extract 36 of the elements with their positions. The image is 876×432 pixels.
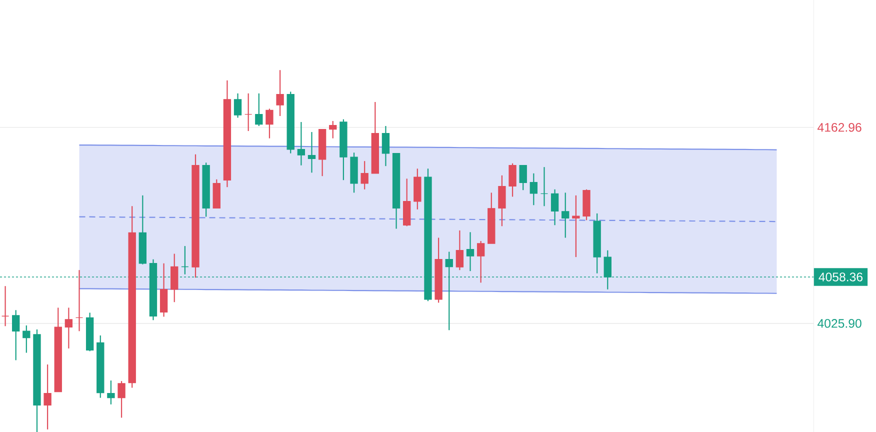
candlestick <box>75 270 84 332</box>
candlestick <box>476 240 485 284</box>
candlestick <box>297 121 306 166</box>
candlestick <box>244 92 252 132</box>
candlestick <box>466 232 474 272</box>
y-tick-label: 4025.90 <box>818 319 862 328</box>
candlestick <box>498 174 506 227</box>
candlestick <box>118 380 126 418</box>
candlestick <box>540 166 548 207</box>
candlestick <box>107 380 115 405</box>
candlestick <box>519 164 527 191</box>
candlestick <box>22 324 30 354</box>
candlestick <box>266 108 274 139</box>
candlestick <box>572 194 580 258</box>
candlestick <box>1 286 10 327</box>
candlestick <box>550 188 559 226</box>
candlestick <box>456 230 464 271</box>
y-tick-label: 4162.96 <box>818 122 862 132</box>
candlestick <box>508 162 516 198</box>
candlestick <box>160 262 168 318</box>
ref-line-label: 4058.36 <box>818 272 863 282</box>
candlestick <box>255 92 263 127</box>
candlestick <box>403 178 411 227</box>
candlestick <box>12 310 20 361</box>
candlestick <box>308 131 316 174</box>
candlestick <box>64 307 73 350</box>
candlestick <box>562 192 570 238</box>
candlestick <box>276 70 284 117</box>
candlestick <box>360 160 368 190</box>
candlestick <box>382 125 390 167</box>
candlestick <box>234 92 242 118</box>
candlestick <box>329 120 337 139</box>
candlestick <box>170 253 178 303</box>
candlestick <box>181 245 189 275</box>
candlestick <box>44 364 52 430</box>
candlestick <box>530 172 538 206</box>
